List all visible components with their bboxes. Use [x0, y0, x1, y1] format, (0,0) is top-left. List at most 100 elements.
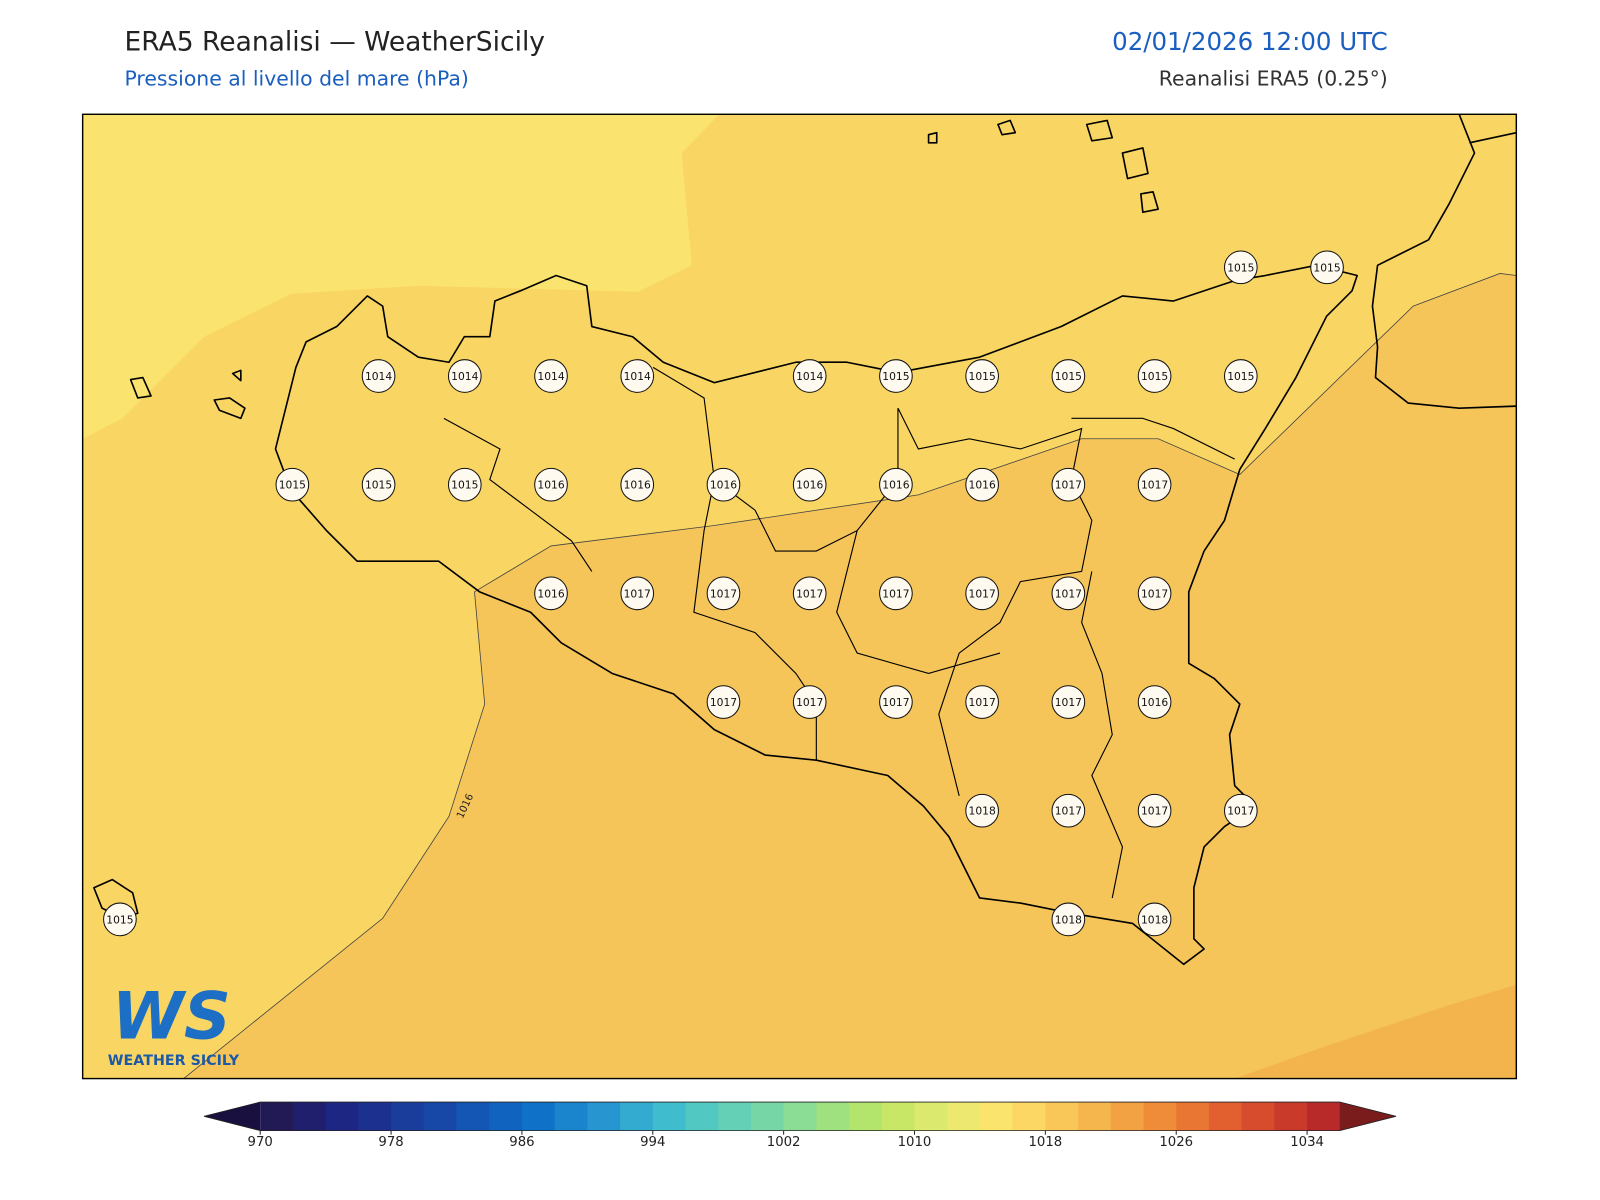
station-value: 1015	[365, 479, 392, 492]
colorbar-segment	[325, 1102, 359, 1131]
logo-mark: WS	[112, 978, 231, 1054]
station-value: 1014	[624, 370, 651, 383]
station-value: 1017	[969, 696, 996, 709]
station-value: 1014	[537, 370, 564, 383]
colorbar-segment	[881, 1102, 916, 1131]
colorbar-segment	[783, 1102, 817, 1131]
station-marker	[620, 576, 655, 611]
colorbar-segment	[1208, 1102, 1243, 1131]
station-marker	[965, 685, 999, 719]
source: Reanalisi ERA5 (0.25°)	[1159, 67, 1388, 91]
sicily-coast	[274, 264, 1358, 966]
station-marker	[534, 576, 568, 611]
station-marker	[1051, 467, 1086, 502]
station-value: 1018	[969, 805, 996, 818]
station-marker	[447, 359, 482, 393]
colorbar-segment	[456, 1102, 490, 1131]
field-high	[183, 273, 1517, 1079]
colorbar-tick-label: 1034	[1290, 1135, 1324, 1150]
station-marker	[879, 467, 913, 502]
colorbar-segment	[914, 1102, 948, 1131]
field-low	[82, 114, 720, 439]
station-marker	[792, 467, 827, 502]
station-marker	[965, 793, 999, 828]
station-marker	[965, 359, 999, 393]
colorbar-segment	[391, 1102, 425, 1131]
colorbar-tick-label: 1026	[1159, 1135, 1193, 1150]
colorbar-segment	[947, 1102, 981, 1131]
station-value: 1016	[882, 479, 909, 492]
station-marker	[620, 359, 655, 393]
station-value: 1016	[537, 587, 564, 600]
station-marker	[534, 467, 568, 502]
station-value: 1015	[279, 479, 306, 492]
colorbar-segment	[1143, 1102, 1177, 1131]
station-value: 1017	[1141, 479, 1168, 492]
station-value: 1017	[1141, 805, 1168, 818]
datetime: 02/01/2026 12:00 UTC	[1112, 27, 1388, 56]
province-borders	[443, 366, 1235, 899]
station-value: 1015	[969, 370, 996, 383]
station-value: 1017	[624, 587, 651, 600]
colorbar-tick-label: 1018	[1028, 1135, 1062, 1150]
station-value: 1017	[796, 587, 823, 600]
station-marker	[1223, 359, 1258, 393]
station-value: 1015	[1227, 261, 1254, 274]
station-marker	[706, 685, 741, 719]
station-value: 1017	[710, 587, 737, 600]
colorbar-segment	[554, 1102, 588, 1131]
station-value: 1014	[451, 370, 478, 383]
station-marker	[1137, 576, 1172, 611]
station-value: 1015	[106, 913, 133, 926]
colorbar-segment	[816, 1102, 850, 1131]
colorbar-segment	[1176, 1102, 1210, 1131]
station-marker	[1137, 359, 1172, 393]
title: ERA5 Reanalisi — WeatherSicily	[124, 26, 545, 57]
calabria-coast	[1469, 131, 1517, 144]
station-value: 1017	[1055, 479, 1082, 492]
colorbar-segment	[1012, 1102, 1046, 1131]
station-value: 1017	[796, 696, 823, 709]
colorbar-segment	[423, 1102, 458, 1131]
station-marker	[447, 467, 482, 502]
logo-text: WEATHER SICILY	[108, 1053, 240, 1069]
field-higher	[1234, 984, 1517, 1079]
colorbar-segment	[489, 1102, 523, 1131]
colorbar-segment	[1045, 1102, 1079, 1131]
islands	[93, 119, 1159, 920]
stations: 1015 1015 1014 1014 1014 1014 1014 1015 1015 1015…	[103, 250, 1344, 937]
station-value: 1017	[1055, 696, 1082, 709]
station-marker	[275, 467, 310, 502]
station-value: 1016	[710, 479, 737, 492]
station-value: 1017	[882, 696, 909, 709]
colorbar-outline	[203, 1101, 1397, 1132]
station-value: 1014	[365, 370, 392, 383]
station-marker	[879, 576, 913, 611]
station-value: 1018	[1055, 913, 1082, 926]
station-value: 1017	[1227, 805, 1254, 818]
colorbar-segment	[292, 1102, 327, 1131]
station-marker	[361, 467, 396, 502]
colorbar-segment	[1307, 1102, 1341, 1131]
station-marker	[361, 359, 396, 393]
station-value: 1017	[1055, 587, 1082, 600]
station-marker	[1223, 793, 1258, 828]
colorbar-segment	[521, 1102, 556, 1131]
station-marker	[103, 902, 137, 937]
calabria-coast	[1371, 114, 1517, 409]
colorbar-under	[204, 1102, 261, 1131]
colorbar-segment	[685, 1102, 719, 1131]
station-value: 1016	[1141, 696, 1168, 709]
station-value: 1016	[624, 479, 651, 492]
colorbar-segment	[849, 1102, 883, 1131]
colorbar-tick-label: 1010	[898, 1135, 932, 1150]
colorbar-segment	[750, 1102, 785, 1131]
colorbar-segment	[1110, 1102, 1145, 1131]
station-marker	[792, 359, 827, 393]
colorbar-tick-label: 978	[378, 1135, 403, 1150]
colorbar-segment	[1078, 1102, 1112, 1131]
colorbar-tick-label: 986	[509, 1135, 534, 1150]
colorbar-tick-label: 1002	[767, 1135, 801, 1150]
